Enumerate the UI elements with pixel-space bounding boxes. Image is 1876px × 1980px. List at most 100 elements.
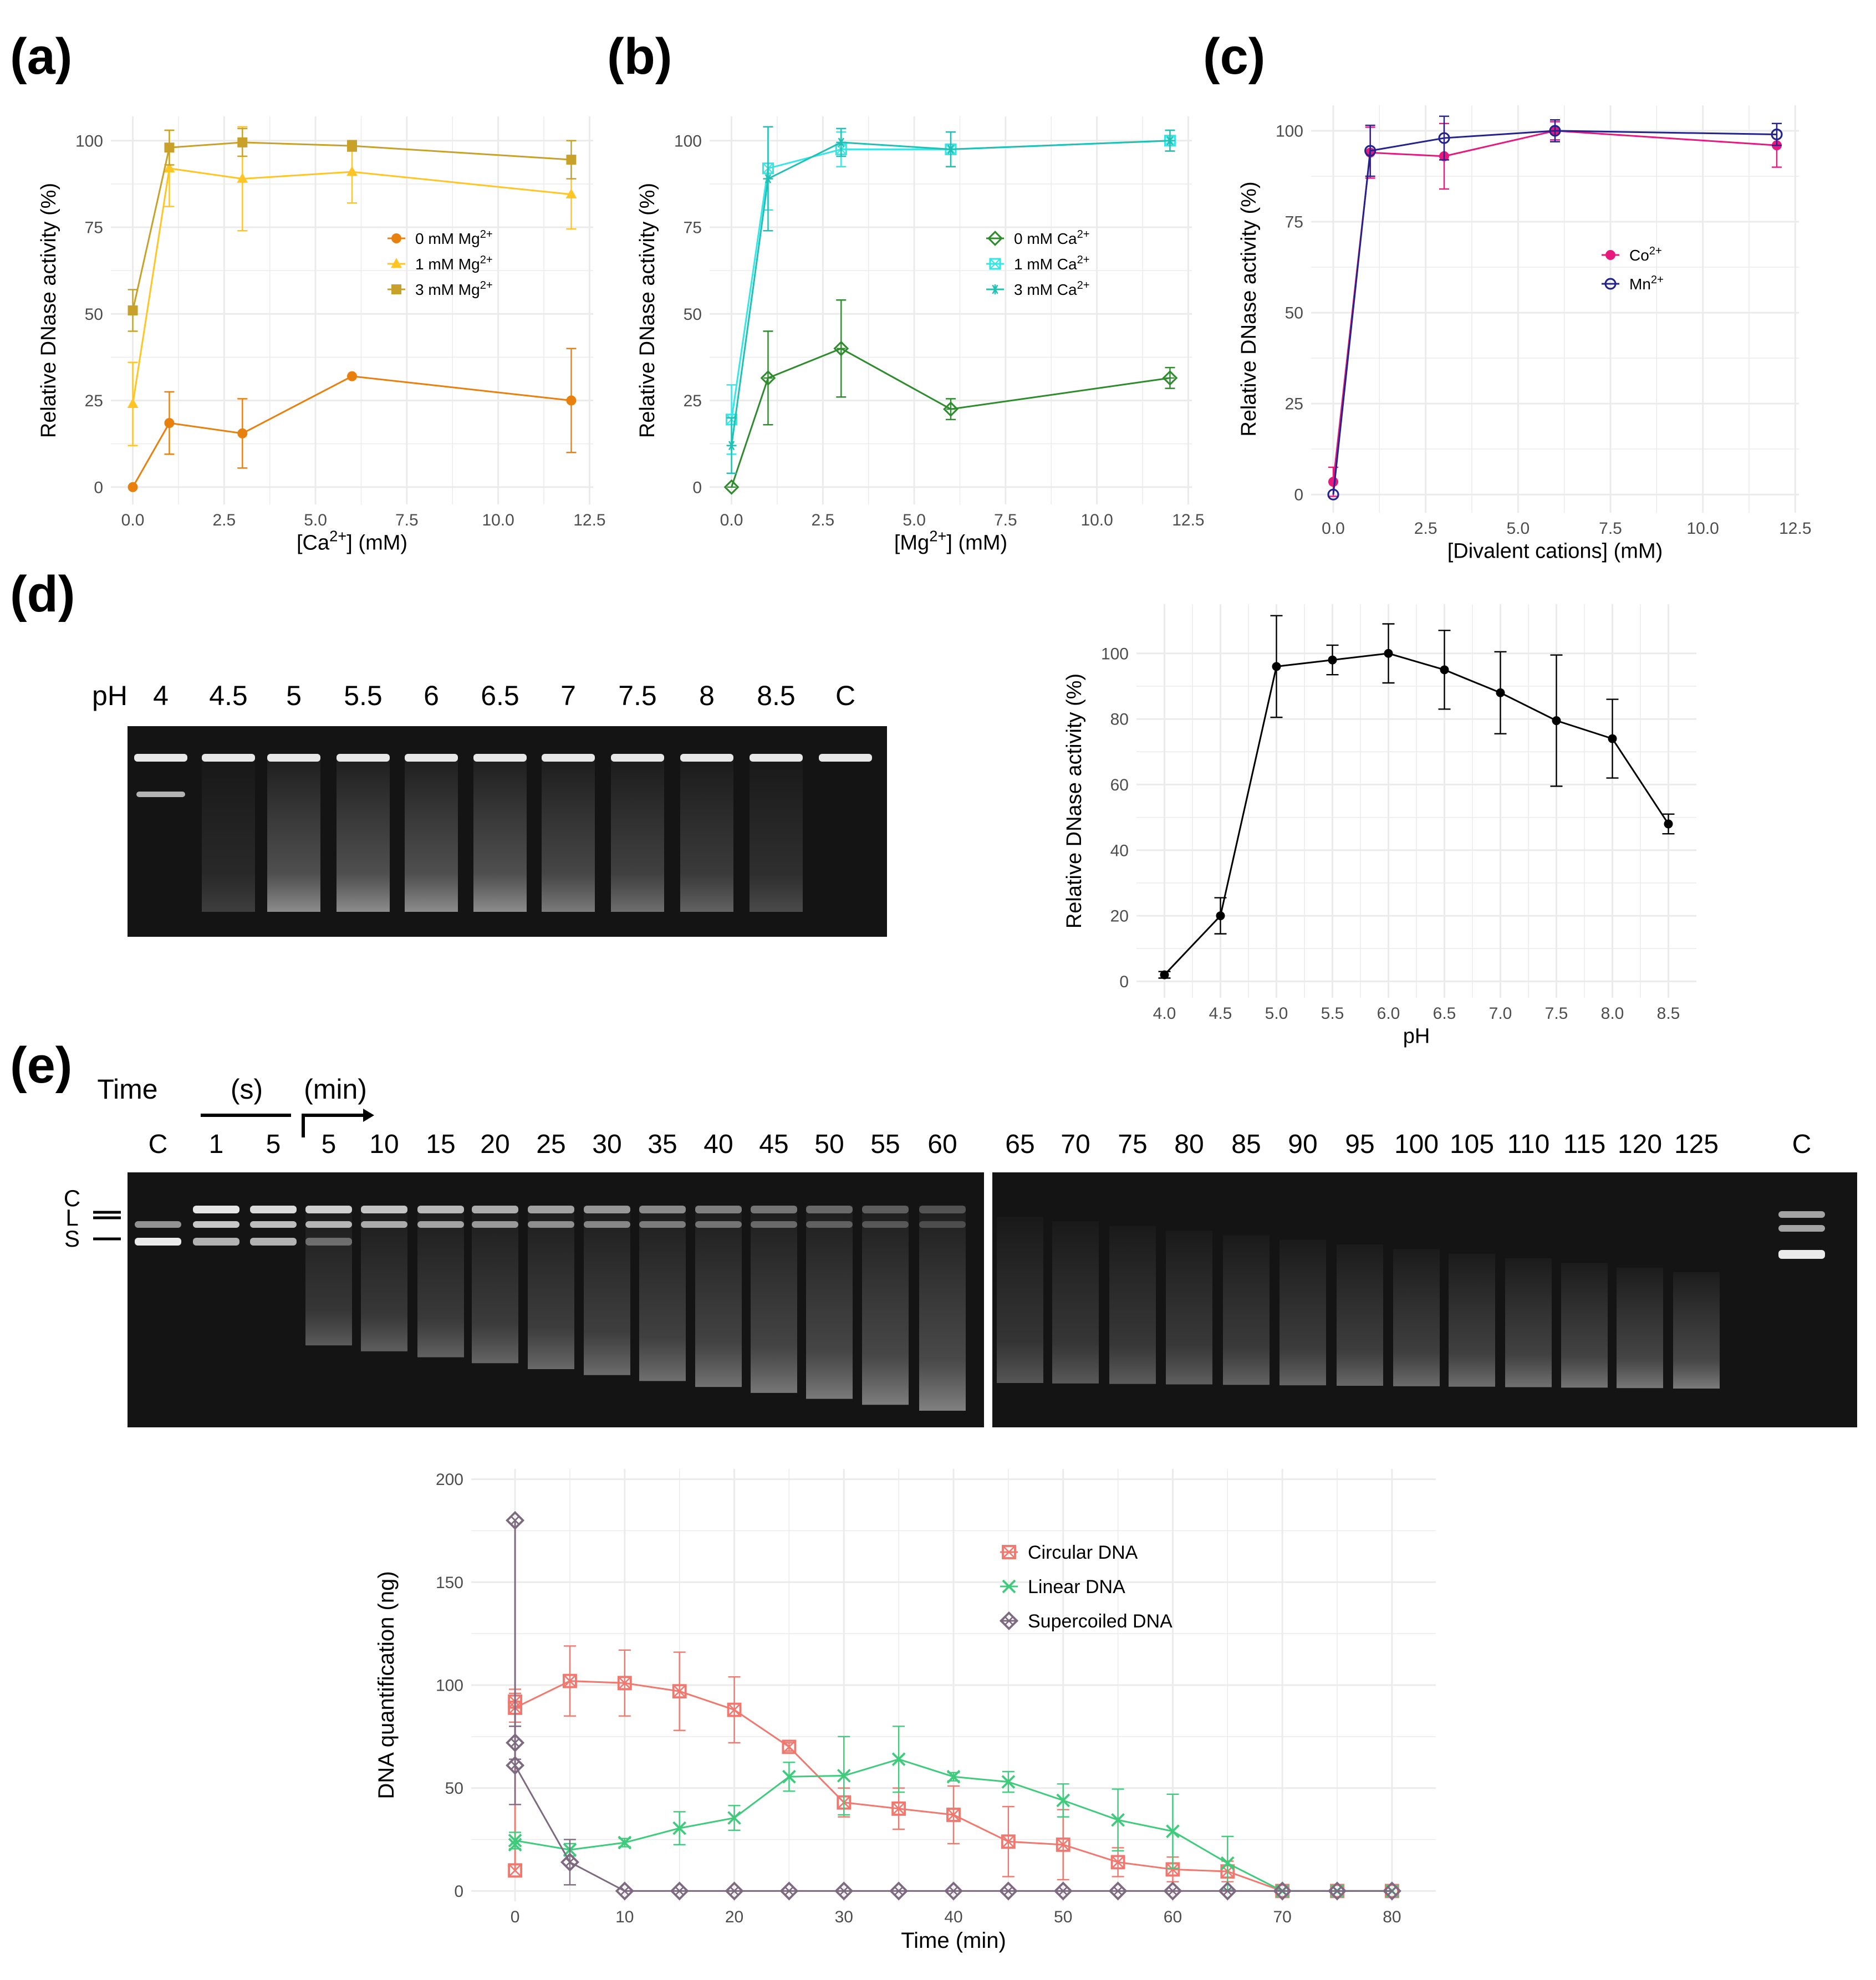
- x-tick-label: 70: [1273, 1908, 1291, 1926]
- y-tick-label: 50: [684, 305, 702, 324]
- data-point: [891, 1801, 906, 1816]
- x-axis-title: [Mg2+] (mM): [894, 527, 1007, 555]
- legend-key-marker: [1604, 278, 1617, 290]
- series-0: [128, 348, 577, 492]
- gel-lane-label: 4.5: [209, 680, 248, 711]
- gel-unit-seconds: (s): [231, 1074, 263, 1105]
- gel-band-linear: [862, 1221, 909, 1228]
- gel-lane-label: 5: [322, 1130, 337, 1159]
- x-tick-label: 20: [725, 1908, 743, 1926]
- gel-band-top: [680, 754, 733, 762]
- series-2: [128, 127, 577, 332]
- data-point-b: [672, 1821, 687, 1835]
- gel-lane-label: 25: [536, 1130, 565, 1159]
- gel-smear: [751, 1206, 797, 1393]
- data-point: [1440, 665, 1449, 675]
- data-point: [617, 1676, 632, 1691]
- data-point: [1110, 1855, 1125, 1870]
- gel-lane-label: 1: [209, 1130, 224, 1159]
- data-point-x2: [1058, 1886, 1068, 1896]
- x-tick-label: 12.5: [1779, 519, 1811, 538]
- gel-smear: [1617, 1267, 1663, 1389]
- gel-band-circular: [361, 1206, 407, 1213]
- x-tick-label: 7.5: [1545, 1004, 1568, 1023]
- legend-label: Circular DNA: [1028, 1542, 1138, 1563]
- gel-band-top: [134, 754, 187, 762]
- data-point: [506, 1756, 525, 1775]
- gel-band-circular: [806, 1206, 853, 1213]
- data-point: [1328, 1881, 1347, 1901]
- x-tick-label: 10: [615, 1908, 634, 1926]
- data-point-x2: [1278, 1886, 1287, 1896]
- data-point: [727, 1702, 742, 1717]
- data-point: [508, 1863, 523, 1878]
- x-tick-label: 5.0: [1506, 519, 1530, 538]
- gel-band-linear: [584, 1221, 630, 1228]
- x-tick-label: 60: [1164, 1908, 1182, 1926]
- gel-smear: [1393, 1249, 1440, 1386]
- data-point: [1438, 132, 1450, 144]
- data-point-b: [618, 1835, 632, 1850]
- data-point-b: [946, 1769, 961, 1784]
- legend-key-marker: [1605, 250, 1615, 260]
- data-point-x2: [782, 1740, 796, 1754]
- data-point: [237, 137, 248, 147]
- y-tick-label: 75: [1285, 213, 1303, 232]
- x-tick-label: 10.0: [1080, 511, 1113, 529]
- x-tick-label: 12.5: [1172, 511, 1204, 529]
- data-point: [1664, 819, 1673, 829]
- legend-key-marker-x2: [990, 258, 1001, 269]
- data-point: [237, 172, 248, 183]
- y-axis-title: Relative DNase activity (%): [636, 183, 659, 438]
- y-tick-label: 75: [85, 219, 103, 237]
- x-tick-label: 30: [835, 1908, 853, 1926]
- y-tick-label: 100: [674, 132, 702, 150]
- x-tick-label: 2.5: [811, 511, 834, 529]
- x-tick-label: 2.5: [1414, 519, 1437, 538]
- gel-lane-label: 120: [1618, 1130, 1662, 1159]
- x-axis-title: [Divalent cations] (mM): [1447, 540, 1663, 563]
- data-point: [725, 1881, 744, 1901]
- x-tick-label: 5.0: [903, 511, 926, 529]
- gel-lane-label: 55: [870, 1130, 900, 1159]
- x-tick-label: 4.0: [1153, 1004, 1176, 1023]
- panel-label-b: (b): [607, 28, 672, 85]
- x-tick-label: 8.0: [1601, 1004, 1624, 1023]
- data-point: [347, 141, 357, 151]
- x-tick-label: 80: [1383, 1908, 1401, 1926]
- series-0: [1328, 121, 1782, 497]
- chart-b-magnesium: 0.0 2.5 5.0 7.5 10.0 12.5 0 25 50 75 100 [Mg2+] (mM…: [636, 116, 1205, 555]
- data-point-b: [1220, 1856, 1235, 1870]
- x-tick-label: 6.0: [1377, 1004, 1400, 1023]
- gel-band-top: [405, 754, 458, 762]
- gel-smear: [1279, 1239, 1326, 1386]
- gel-band-circular: [305, 1206, 352, 1213]
- legend-label: Co2+: [1629, 245, 1662, 264]
- gel-band-circular: [584, 1206, 630, 1213]
- data-point-x2: [510, 1738, 520, 1748]
- data-point-x2: [947, 1808, 960, 1821]
- data-point-x2: [675, 1886, 684, 1896]
- x-tick-label: 5.5: [1321, 1004, 1344, 1023]
- x-axis-title: pH: [1403, 1025, 1430, 1048]
- gel-band-top: [611, 754, 664, 762]
- chart-d-ph: 4.0 4.5 5.0 5.5 6.0 6.5 7.0 7.5 8.0 8.5 0 20 40 60 80 1…: [1063, 604, 1696, 1048]
- data-point-x2: [1111, 1855, 1125, 1869]
- panel-label-c: (c): [1203, 28, 1266, 85]
- data-point: [672, 1684, 687, 1699]
- data-point-b: [1111, 1813, 1125, 1827]
- gel-lane-label: 6: [424, 680, 439, 711]
- data-point-x2: [508, 1864, 522, 1877]
- data-point: [760, 370, 776, 386]
- data-point: [1496, 688, 1505, 697]
- gel-lane-label: 35: [648, 1130, 677, 1159]
- data-point-b: [508, 1834, 522, 1848]
- series-0: [1158, 615, 1675, 979]
- y-tick-label: 20: [1110, 907, 1129, 926]
- y-tick-label: 40: [1110, 841, 1129, 860]
- data-point: [1216, 911, 1225, 921]
- gel-band-circular: [417, 1206, 464, 1213]
- data-point: [889, 1881, 909, 1901]
- data-point: [834, 1881, 854, 1901]
- gel-lane-label: C: [1792, 1130, 1812, 1159]
